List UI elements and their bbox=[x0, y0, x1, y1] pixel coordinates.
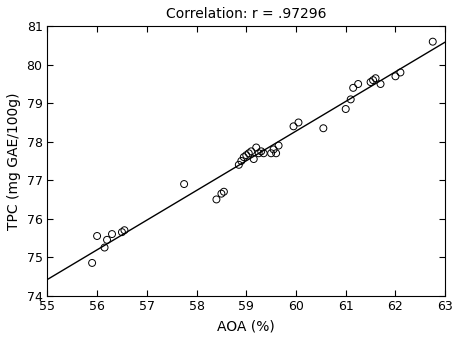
Point bbox=[341, 106, 349, 112]
Point bbox=[294, 120, 302, 125]
Point bbox=[252, 145, 259, 150]
Point bbox=[245, 151, 252, 156]
Title: Correlation: r = .97296: Correlation: r = .97296 bbox=[166, 7, 326, 21]
Point bbox=[257, 149, 264, 154]
Point bbox=[346, 97, 353, 102]
Point bbox=[88, 260, 95, 266]
Y-axis label: TPC (mg GAE/100g): TPC (mg GAE/100g) bbox=[7, 92, 21, 230]
Point bbox=[103, 237, 111, 242]
Point bbox=[247, 149, 254, 154]
Point bbox=[250, 156, 257, 162]
Point bbox=[235, 162, 242, 168]
Point bbox=[267, 151, 274, 156]
Point bbox=[213, 197, 220, 202]
Point bbox=[319, 125, 326, 131]
Point bbox=[108, 231, 115, 237]
Point bbox=[269, 147, 277, 152]
Point bbox=[220, 189, 227, 194]
Point bbox=[240, 154, 247, 160]
Point bbox=[349, 85, 356, 90]
Point bbox=[354, 81, 361, 87]
Point bbox=[274, 143, 282, 148]
Point bbox=[118, 230, 125, 235]
Point bbox=[272, 151, 279, 156]
Point bbox=[121, 227, 128, 233]
Point bbox=[391, 73, 398, 79]
Point bbox=[396, 70, 403, 75]
Point bbox=[180, 181, 187, 187]
Point bbox=[217, 191, 224, 197]
Point bbox=[242, 152, 249, 158]
Point bbox=[254, 151, 262, 156]
Point bbox=[371, 75, 378, 81]
X-axis label: AOA (%): AOA (%) bbox=[217, 319, 274, 333]
Point bbox=[366, 79, 374, 85]
Point bbox=[259, 151, 267, 156]
Point bbox=[289, 124, 297, 129]
Point bbox=[369, 78, 376, 83]
Point bbox=[101, 245, 108, 250]
Point bbox=[376, 81, 383, 87]
Point bbox=[428, 39, 436, 45]
Point bbox=[237, 158, 245, 164]
Point bbox=[93, 233, 101, 239]
